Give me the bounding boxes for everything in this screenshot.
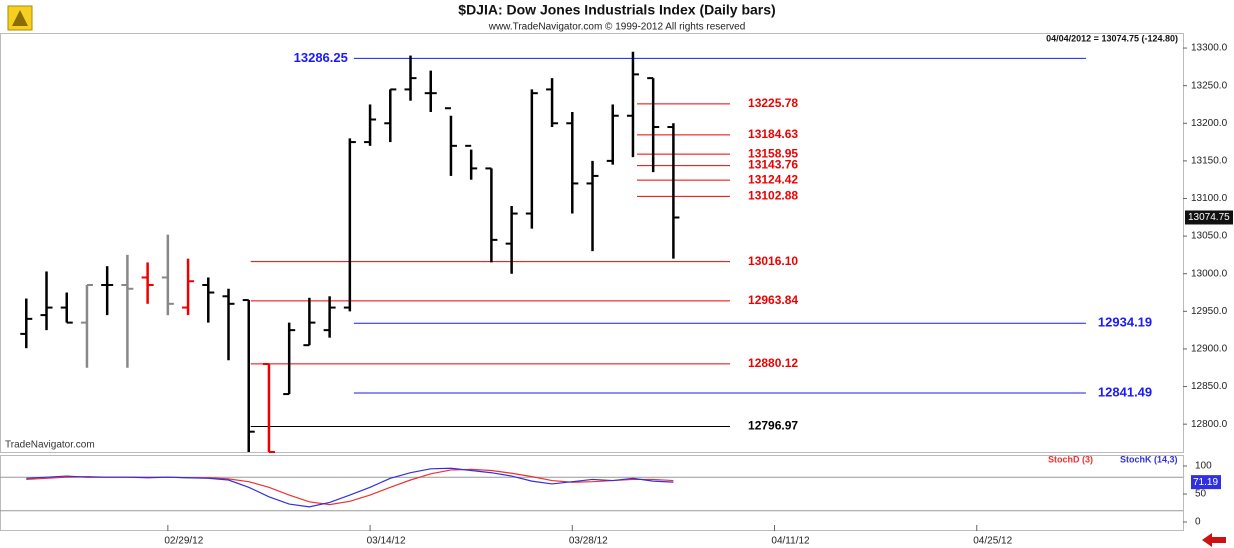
level-label: 12796.97	[748, 419, 798, 433]
level-label: 13225.78	[748, 96, 798, 110]
y-tick-label: 13300.0	[1191, 43, 1228, 54]
legend-label: StochK (14,3)	[1120, 454, 1178, 464]
y-tick-label: 13250.0	[1191, 80, 1228, 91]
level-label: 13158.95	[748, 146, 798, 160]
y-tick-label: 100	[1195, 461, 1212, 472]
level-label: 13124.42	[748, 172, 798, 186]
scroll-arrow[interactable]	[1202, 533, 1226, 547]
y-tick-label: 13200.0	[1191, 118, 1228, 129]
y-tick-label: 50	[1195, 489, 1207, 500]
stoch-line	[26, 467, 674, 508]
y-tick-label: 12900.0	[1191, 344, 1228, 355]
last-value-label: 71.19	[1193, 477, 1218, 488]
watermark: TradeNavigator.com	[5, 440, 95, 451]
level-label: 13143.76	[748, 158, 798, 172]
level-label: 12963.84	[748, 293, 798, 307]
x-tick-label: 02/29/12	[164, 536, 203, 547]
logo	[7, 5, 33, 31]
y-tick-label: 13100.0	[1191, 193, 1228, 204]
chart-subtitle: www.TradeNavigator.com © 1999-2012 All r…	[488, 22, 746, 33]
chart-title: $DJIA: Dow Jones Industrials Index (Dail…	[458, 2, 775, 18]
y-tick-label: 12950.0	[1191, 306, 1228, 317]
x-tick-label: 04/25/12	[973, 536, 1012, 547]
last-value-box	[1191, 475, 1221, 490]
last-price-label: 13074.75	[1188, 212, 1230, 223]
y-tick-label: 13000.0	[1191, 268, 1228, 279]
last-price-box	[1185, 210, 1233, 225]
x-tick-label: 04/11/12	[771, 536, 810, 547]
y-tick-label: 0	[1195, 517, 1201, 528]
y-tick-label: 12800.0	[1191, 419, 1228, 430]
x-tick-label: 03/14/12	[367, 536, 406, 547]
quote: 04/04/2012 = 13074.75 (-124.80)	[1046, 33, 1178, 43]
y-tick-label: 13050.0	[1191, 231, 1228, 242]
legend-label: StochD (3)	[1048, 454, 1093, 464]
level-label: 13016.10	[748, 254, 798, 268]
level-label: 12880.12	[748, 356, 798, 370]
x-tick-label: 03/28/12	[569, 536, 608, 547]
stoch-panel	[0, 455, 1184, 531]
logo-mark	[12, 10, 28, 26]
price-panel	[0, 33, 1184, 453]
level-label: 12841.49	[1098, 384, 1152, 399]
level-label: 13184.63	[748, 127, 798, 141]
level-label: 13102.88	[748, 188, 798, 202]
y-tick-label: 12850.0	[1191, 381, 1228, 392]
level-label: 12934.19	[1098, 315, 1152, 330]
y-tick-label: 13150.0	[1191, 156, 1228, 167]
level-label: 13286.25	[294, 50, 348, 65]
